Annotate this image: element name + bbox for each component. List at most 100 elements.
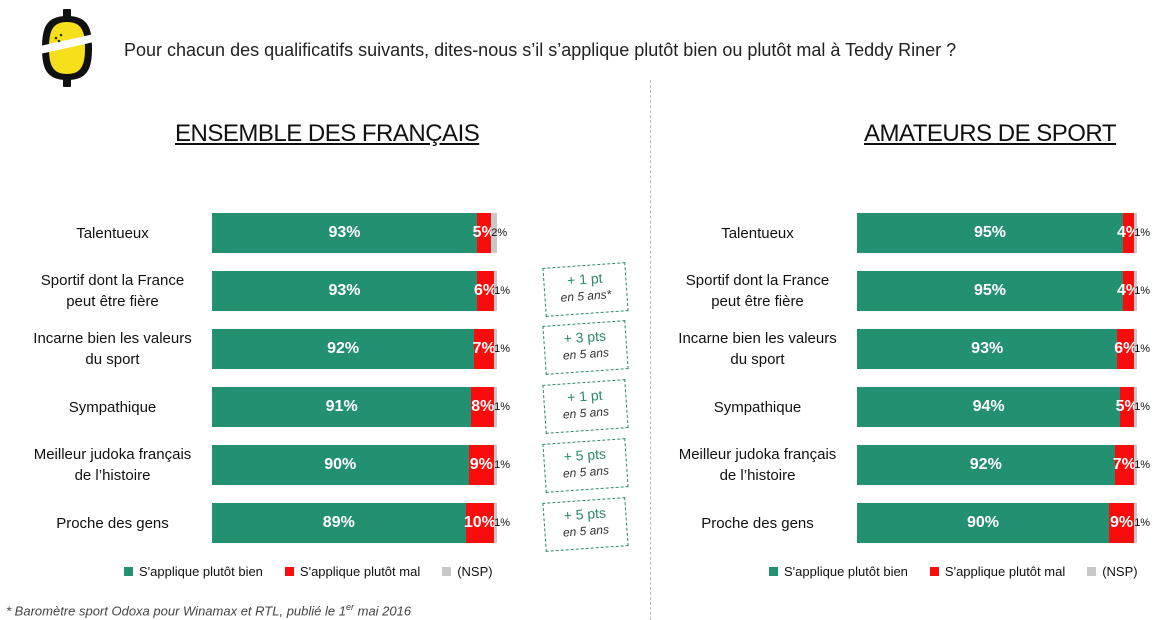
data-label-good: 91%: [325, 398, 358, 415]
data-label-good: 89%: [322, 514, 355, 531]
stacked-bar: 95% 4% 1%: [857, 213, 1150, 253]
stacked-bar: 89% 10% 1%: [212, 503, 510, 543]
stacked-bar: 94% 5% 1%: [857, 387, 1150, 427]
category-label-line: Proche des gens: [701, 514, 814, 532]
evolution-box: + 5 pts en 5 ans: [542, 438, 629, 493]
bar-segment-bad: 7%: [472, 329, 496, 369]
bar-segment-good: 94%: [857, 387, 1121, 427]
legend-label-nsp: (NSP): [1102, 564, 1138, 579]
bar-segment-bad: 7%: [1113, 445, 1136, 485]
category-label-line: peut être fière: [66, 293, 159, 310]
data-label-bad: 7%: [472, 340, 496, 357]
bar-segment-bad: 4%: [1117, 271, 1140, 311]
bar-segment-good: 90%: [212, 445, 469, 485]
category-label-line: Talentueux: [721, 224, 794, 242]
data-label-good: 94%: [972, 398, 1005, 415]
category-label-line: Meilleur judoka français: [33, 446, 192, 463]
legend-swatch-nsp: [442, 567, 452, 576]
data-label-nsp: 1%: [494, 459, 511, 471]
category-label: Sportif dont la France peut être fière: [20, 270, 205, 312]
data-label-good: 90%: [966, 514, 1000, 531]
data-label-nsp: 1%: [494, 401, 511, 413]
bar-segment-bad: 9%: [1109, 503, 1135, 543]
legend-label-nsp: (NSP): [457, 564, 493, 579]
legend-right: S'applique plutôt bien S'applique plutôt…: [769, 564, 1160, 579]
bar-segment-nsp: 1%: [1134, 387, 1150, 427]
category-label: Meilleur judoka français de l’histoire: [665, 444, 850, 486]
data-label-good: 93%: [328, 224, 361, 241]
data-label-bad: 10%: [463, 514, 496, 531]
category-label-line: Incarne bien les valeurs: [678, 330, 837, 347]
legend-swatch-bad: [929, 567, 939, 576]
bar-segment-good: 92%: [212, 329, 475, 369]
category-label-line: Incarne bien les valeurs: [33, 330, 192, 347]
legend-label-good: S'applique plutôt bien: [784, 564, 908, 579]
footnote-text: * Baromètre sport Odoxa pour Winamax et …: [6, 603, 346, 619]
category-label-line: Sympathique: [713, 398, 802, 416]
data-label-nsp: 1%: [494, 343, 511, 355]
data-label-nsp: 1%: [1134, 517, 1151, 529]
stacked-bar: 95% 4% 1%: [857, 271, 1150, 311]
category-label: Incarne bien les valeurs du sport: [665, 328, 850, 370]
bar-segment-bad: 5%: [1116, 387, 1139, 427]
category-label: Talentueux: [20, 223, 205, 244]
footnote-text-end: mai 2016: [354, 603, 412, 619]
data-label-bad: 5%: [1115, 398, 1139, 415]
category-label-line: Meilleur judoka français: [678, 446, 837, 463]
legend-item-bad: S'applique plutôt mal: [284, 564, 421, 579]
legend-label-bad: S'applique plutôt mal: [299, 564, 421, 579]
data-label-bad: 6%: [1114, 340, 1138, 357]
bar-segment-bad: 10%: [463, 503, 496, 543]
bar-segment-nsp: 1%: [1134, 271, 1150, 311]
footnote: * Baromètre sport Odoxa pour Winamax et …: [6, 602, 411, 618]
stacked-bar: 90% 9% 1%: [857, 503, 1150, 543]
odoxa-logo-icon: [40, 9, 94, 87]
bar-segment-bad: 4%: [1117, 213, 1140, 253]
bar-segment-nsp: 1%: [1134, 445, 1150, 485]
footnote-sup: er: [345, 602, 354, 612]
evolution-period: en 5 ans: [562, 345, 610, 363]
category-label-line: de l’histoire: [719, 467, 796, 484]
data-label-good: 95%: [973, 224, 1007, 241]
legend-swatch-good: [124, 567, 133, 576]
bar-segment-good: 92%: [857, 445, 1115, 485]
legend-swatch-good: [769, 567, 778, 576]
stacked-bar: 93% 6% 1%: [857, 329, 1150, 369]
bar-segment-nsp: 2%: [491, 213, 507, 253]
stacked-bar: 92% 7% 1%: [212, 329, 510, 369]
bar-segment-bad: 6%: [1114, 329, 1138, 369]
category-label: Sympathique: [665, 397, 850, 418]
category-label: Sportif dont la France peut être fière: [665, 270, 850, 312]
stacked-bar: 91% 8% 1%: [212, 387, 510, 427]
legend-item-nsp: (NSP): [442, 564, 493, 579]
bar-segment-good: 90%: [857, 503, 1109, 543]
bar-segment-bad: 8%: [471, 387, 494, 427]
bar-segment-good: 95%: [857, 213, 1123, 253]
stacked-bar: 92% 7% 1%: [857, 445, 1150, 485]
bar-segment-bad: 9%: [468, 445, 495, 485]
data-label-nsp: 1%: [494, 517, 511, 529]
bar-segment-nsp: 1%: [494, 271, 510, 311]
data-label-good: 90%: [324, 456, 357, 473]
bar-segment-nsp: 1%: [494, 503, 510, 543]
bar-segment-good: 95%: [857, 271, 1123, 311]
evolution-box: + 1 pt en 5 ans*: [542, 262, 629, 317]
bar-segment-nsp: 1%: [1134, 213, 1150, 253]
data-label-nsp: 1%: [1134, 401, 1151, 413]
data-label-bad: 8%: [471, 398, 495, 415]
legend-item-good: S'applique plutôt bien: [124, 564, 263, 579]
bar-segment-nsp: 1%: [1134, 329, 1150, 369]
category-label: Incarne bien les valeurs du sport: [20, 328, 205, 370]
category-label: Talentueux: [665, 223, 850, 244]
category-label: Proche des gens: [20, 513, 205, 534]
evolution-box: + 5 pts en 5 ans: [542, 497, 629, 552]
legend-item-good: S'applique plutôt bien: [769, 564, 908, 579]
data-label-nsp: 1%: [1134, 285, 1151, 297]
evolution-period: en 5 ans: [562, 404, 610, 422]
category-label-line: de l’histoire: [74, 467, 151, 484]
panel-divider: [650, 80, 651, 620]
category-label: Meilleur judoka français de l’histoire: [20, 444, 205, 486]
bar-segment-nsp: 1%: [1134, 503, 1150, 543]
category-label: Sympathique: [20, 397, 205, 418]
category-label-line: Talentueux: [76, 224, 149, 242]
